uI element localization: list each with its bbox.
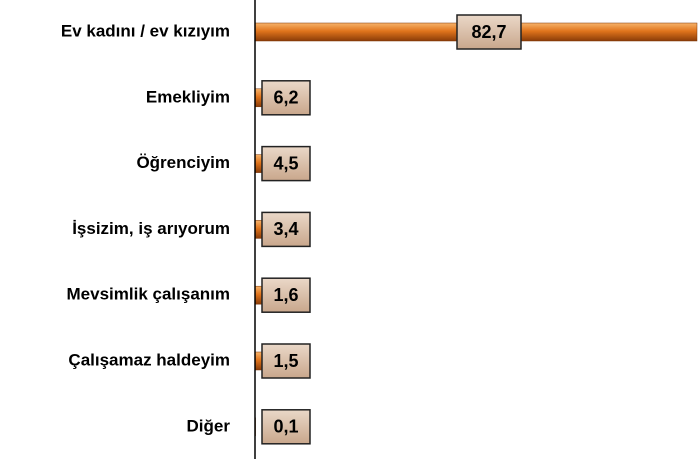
category-label: Diğer: [187, 416, 231, 435]
category-label: İşsizim, iş arıyorum: [72, 219, 230, 238]
value-label: 1,5: [273, 351, 298, 371]
bars: [254, 22, 698, 437]
value-label-box: [261, 145, 311, 182]
category-label: Çalışamaz haldeyim: [68, 350, 230, 369]
value-label: 82,7: [471, 22, 506, 42]
category-label: Mevsimlik çalışanım: [67, 285, 230, 304]
value-label-box: [261, 80, 311, 116]
value-label: 6,2: [273, 88, 298, 108]
labels: Ev kadını / ev kızıyım 82,7 Emekliyim 6,2 Öğ…: [61, 14, 522, 445]
category-label: Emekliyim: [146, 87, 230, 106]
value-label: 1,6: [273, 285, 298, 305]
value-label: 3,4: [273, 219, 298, 239]
category-label: Ev kadını / ev kızıyım: [61, 21, 230, 40]
value-label-box: [261, 343, 311, 379]
value-label: 0,1: [273, 417, 298, 437]
category-label: Öğrenciyim: [136, 153, 230, 172]
value-label-box: [456, 14, 522, 50]
value-label-box: [261, 409, 311, 445]
value-label-box: [261, 211, 311, 248]
value-label: 4,5: [273, 153, 298, 173]
value-label-box: [261, 277, 311, 313]
